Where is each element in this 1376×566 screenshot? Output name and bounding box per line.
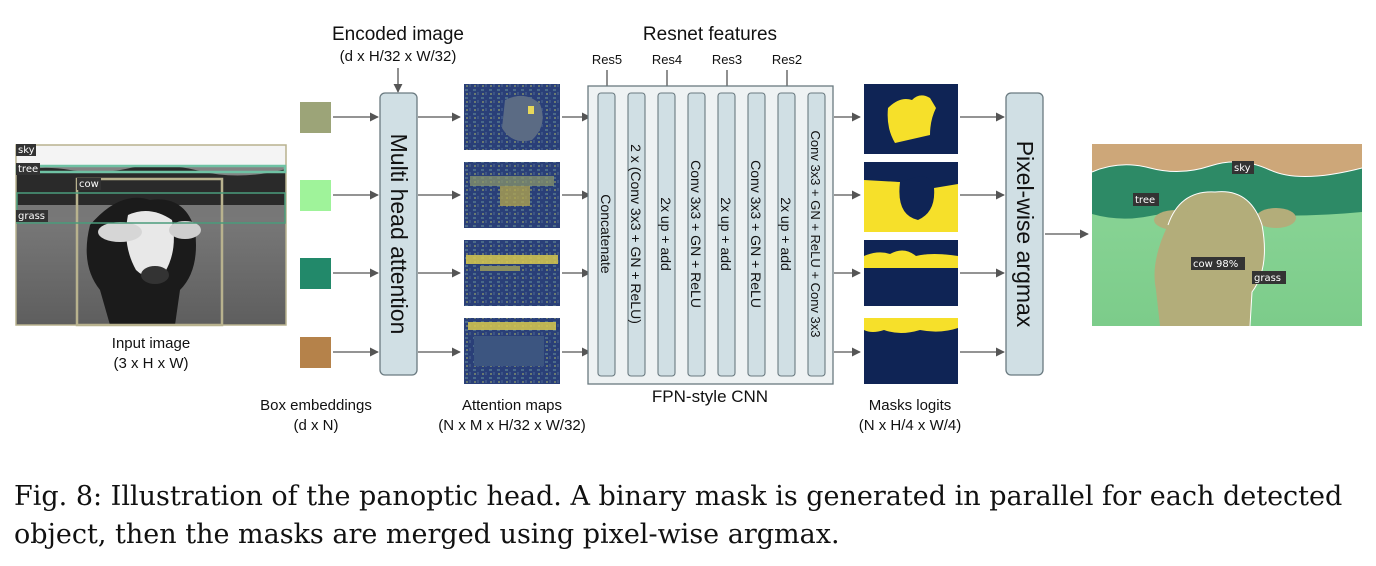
input-tag-grass: grass xyxy=(18,211,45,222)
fpn-layer-5-label: 2x up + add xyxy=(718,197,734,271)
fpn-layer-2-label: 2 x (Conv 3x3 + GN + ReLU) xyxy=(628,144,644,324)
mask-logit-2 xyxy=(864,162,958,232)
fpn-layer-7-label: 2x up + add xyxy=(778,197,794,271)
fpn-layer-4 xyxy=(687,92,706,377)
mask-logit-4 xyxy=(864,318,958,384)
mha-arrows xyxy=(418,112,461,357)
attention-map-4 xyxy=(464,318,560,384)
box-embeddings-dims: (d x N) xyxy=(294,417,339,434)
box-embedding-1 xyxy=(300,102,331,133)
masks-logits-dims: (N x H/4 x W/4) xyxy=(859,417,962,434)
resnet-features-label: Resnet features xyxy=(643,24,777,45)
multi-head-attention-block xyxy=(379,92,418,376)
embedding-arrows xyxy=(333,68,403,357)
input-image: sky tree cow grass xyxy=(15,144,287,327)
multi-head-attention-label: Multi head attention xyxy=(386,134,412,335)
fpn-layer-5 xyxy=(717,92,736,377)
encoded-image-label: Encoded image xyxy=(332,24,464,45)
attention-map-2 xyxy=(464,162,560,228)
attention-maps xyxy=(464,84,560,384)
fpn-layer-7 xyxy=(777,92,796,377)
input-image-label: Input image xyxy=(112,335,190,352)
box-embedding-4 xyxy=(300,337,331,368)
fpn-layer-8 xyxy=(807,92,826,377)
box-embedding-3 xyxy=(300,258,331,289)
mask-logits xyxy=(864,84,958,384)
fpn-layer-4-label: Conv 3x3 + GN + ReLU xyxy=(688,160,704,308)
panoptic-head-diagram: sky tree cow grass Input image (3 x H x … xyxy=(15,24,1363,434)
fpn-layer-1-label: Concatenate xyxy=(598,194,614,274)
output-panoptic-image: sky tree cow 98% grass xyxy=(1091,144,1363,327)
attention-maps-label: Attention maps xyxy=(462,397,562,414)
fpn-layer-8-label: Conv 3x3 + GN + ReLU + Conv 3x3 xyxy=(808,130,823,337)
attention-map-3 xyxy=(464,240,560,306)
input-tag-tree: tree xyxy=(18,164,38,175)
box-embedding-2 xyxy=(300,180,331,211)
mask-logit-1 xyxy=(864,84,958,154)
res3-label: Res3 xyxy=(712,52,742,67)
attention-map-1 xyxy=(464,84,560,150)
attention-maps-dims: (N x M x H/32 x W/32) xyxy=(438,417,586,434)
res2-label: Res2 xyxy=(772,52,802,67)
fpn-arrows xyxy=(834,112,861,357)
fpn-layer-3 xyxy=(657,92,676,377)
fpn-layer-6-label: Conv 3x3 + GN + ReLU xyxy=(748,160,764,308)
fpn-cnn-block xyxy=(587,85,834,385)
pixel-wise-argmax-block xyxy=(1005,92,1044,376)
fpn-layer-3-label: 2x up + add xyxy=(658,197,674,271)
fpn-layer-2 xyxy=(627,92,646,377)
mask-logit-3 xyxy=(864,240,958,306)
figure-caption: Fig. 8: Illustration of the panoptic hea… xyxy=(14,481,1343,550)
attention-arrows xyxy=(562,112,591,357)
masks-logits-label: Masks logits xyxy=(869,397,952,414)
encoded-image-dims: (d x H/32 x W/32) xyxy=(340,48,457,65)
pixel-wise-argmax-label: Pixel-wise argmax xyxy=(1012,141,1038,328)
res5-label: Res5 xyxy=(592,52,622,67)
fpn-layer-1 xyxy=(597,92,616,377)
fpn-layer-6 xyxy=(747,92,766,377)
input-tag-sky: sky xyxy=(18,145,35,156)
box-embeddings-label: Box embeddings xyxy=(260,397,372,414)
mask-arrows xyxy=(960,112,1005,357)
res4-label: Res4 xyxy=(652,52,682,67)
fpn-layer-labels: Concatenate 2 x (Conv 3x3 + GN + ReLU) 2… xyxy=(598,130,823,337)
output-tag-tree: tree xyxy=(1135,195,1155,206)
output-tag-sky: sky xyxy=(1234,163,1251,174)
fpn-layers xyxy=(597,92,826,377)
input-tag-cow: cow xyxy=(79,179,99,190)
input-image-dims: (3 x H x W) xyxy=(114,355,189,372)
box-embeddings xyxy=(300,102,331,368)
output-tag-cow: cow 98% xyxy=(1193,259,1238,270)
fpn-cnn-label: FPN-style CNN xyxy=(652,387,768,406)
output-tag-grass: grass xyxy=(1254,273,1281,284)
